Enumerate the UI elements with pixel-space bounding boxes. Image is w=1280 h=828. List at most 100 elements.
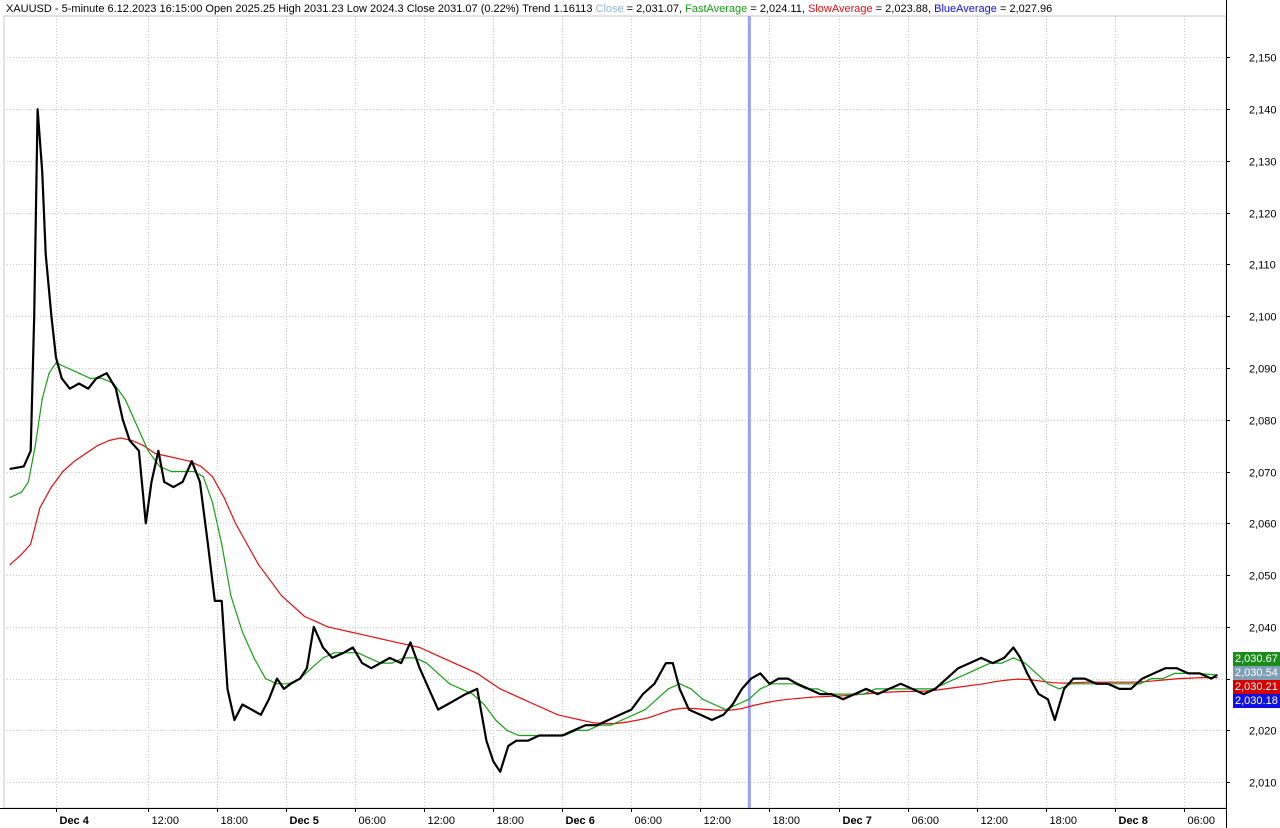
x-tick-label: Dec 5 <box>290 815 319 827</box>
data-point-fastaverage <box>1139 683 1141 685</box>
data-point-close <box>251 709 253 711</box>
data-point-slowaverage <box>971 684 973 686</box>
data-point-slowaverage <box>1109 681 1111 683</box>
data-point-close <box>419 667 421 669</box>
data-point-close <box>33 315 35 317</box>
data-point-fastaverage <box>943 683 946 685</box>
data-point-close <box>750 678 752 680</box>
data-point-close <box>41 170 43 172</box>
header-open: 2025.25 <box>235 3 276 15</box>
data-point-slowaverage <box>142 445 145 447</box>
header-low: 2024.3 <box>369 3 404 15</box>
data-point-slowaverage <box>752 704 755 707</box>
indicator-slowaverage: SlowAverage = 2,023.88, <box>807 3 935 15</box>
data-point-close <box>45 253 47 255</box>
data-point-close <box>854 693 856 695</box>
data-point-slowaverage <box>568 716 570 719</box>
header-high-label: High <box>278 3 301 15</box>
data-point-fastaverage <box>725 709 727 711</box>
data-point-slowaverage <box>867 693 870 695</box>
data-point-close <box>1026 672 1028 675</box>
data-point-slowaverage <box>1121 681 1123 683</box>
data-point-slowaverage <box>453 662 455 664</box>
data-point-slowaverage <box>1190 677 1192 679</box>
y-tick-label: 2,110 <box>1249 260 1276 272</box>
data-point-fastaverage <box>193 470 195 473</box>
data-point-fastaverage <box>874 688 876 690</box>
data-point-fastaverage <box>690 688 692 690</box>
data-point-fastaverage <box>391 662 393 664</box>
data-point-close <box>711 719 713 721</box>
data-point-close <box>1141 678 1143 680</box>
price-tag: 2,030.21 <box>1233 680 1280 694</box>
data-point-close <box>1216 674 1218 676</box>
data-point-close <box>283 688 285 690</box>
data-point-fastaverage <box>310 667 313 669</box>
data-point-slowaverage <box>626 721 628 723</box>
data-point-slowaverage <box>20 553 23 556</box>
data-point-close <box>115 388 117 390</box>
data-point-close <box>87 388 89 390</box>
data-point-slowaverage <box>430 652 432 654</box>
data-point-close <box>778 678 780 680</box>
data-point-close <box>515 740 517 742</box>
data-point-fastaverage <box>182 470 184 473</box>
data-point-close <box>900 683 902 685</box>
data-point-close <box>538 734 540 737</box>
data-point-fastaverage <box>644 709 646 711</box>
data-point-close <box>1199 672 1201 675</box>
data-point-fastaverage <box>9 496 11 498</box>
data-point-close <box>1210 678 1212 680</box>
data-point-slowaverage <box>476 672 478 675</box>
data-point-slowaverage <box>200 465 202 467</box>
data-point-close <box>653 683 656 685</box>
data-point-close <box>596 724 598 726</box>
data-point-fastaverage <box>966 672 969 675</box>
data-point-slowaverage <box>1075 682 1077 684</box>
data-point-fastaverage <box>1058 688 1060 690</box>
data-point-close <box>352 646 354 649</box>
data-point-fastaverage <box>702 698 704 700</box>
x-tick-label: 06:00 <box>359 815 387 827</box>
data-point-close <box>331 657 333 659</box>
data-point-fastaverage <box>230 595 232 597</box>
data-point-slowaverage <box>315 621 317 623</box>
header-low-label: Low <box>346 3 367 15</box>
x-tick-label: 18:00 <box>497 815 525 827</box>
data-point-fastaverage <box>1081 683 1084 685</box>
data-point-fastaverage <box>1012 657 1015 659</box>
data-point-close <box>207 543 209 545</box>
data-point-slowaverage <box>131 439 133 442</box>
data-point-slowaverage <box>108 439 110 442</box>
data-point-close <box>980 657 982 659</box>
data-point-fastaverage <box>426 662 428 664</box>
data-point-fastaverage <box>656 698 658 700</box>
data-point-slowaverage <box>85 452 87 454</box>
data-point-close <box>865 688 867 690</box>
data-point-close <box>1187 672 1189 675</box>
data-point-fastaverage <box>221 543 223 545</box>
data-point-slowaverage <box>798 697 801 699</box>
data-point-close <box>145 522 147 524</box>
data-point-fastaverage <box>472 693 474 695</box>
data-point-close <box>343 652 345 654</box>
data-point-slowaverage <box>1155 680 1157 682</box>
grid <box>3 15 1227 809</box>
indicator-blueaverage: BlueAverage = 2,027.96 <box>934 3 1053 15</box>
data-point-slowaverage <box>660 712 662 714</box>
header-date: 6.12.2023 <box>107 3 157 15</box>
data-point-slowaverage <box>465 667 467 669</box>
data-point-close <box>1054 719 1056 721</box>
data-point-fastaverage <box>621 719 623 721</box>
data-point-slowaverage <box>580 719 582 721</box>
data-point-fastaverage <box>587 729 589 732</box>
data-point-close <box>819 693 821 695</box>
data-point-close <box>969 662 971 664</box>
data-point-fastaverage <box>529 734 531 737</box>
data-point-close <box>106 372 108 374</box>
price-tag: 2,030.18 <box>1233 694 1280 708</box>
data-point-close <box>842 698 844 700</box>
data-point-slowaverage <box>1005 679 1008 681</box>
data-point-close <box>61 377 63 379</box>
